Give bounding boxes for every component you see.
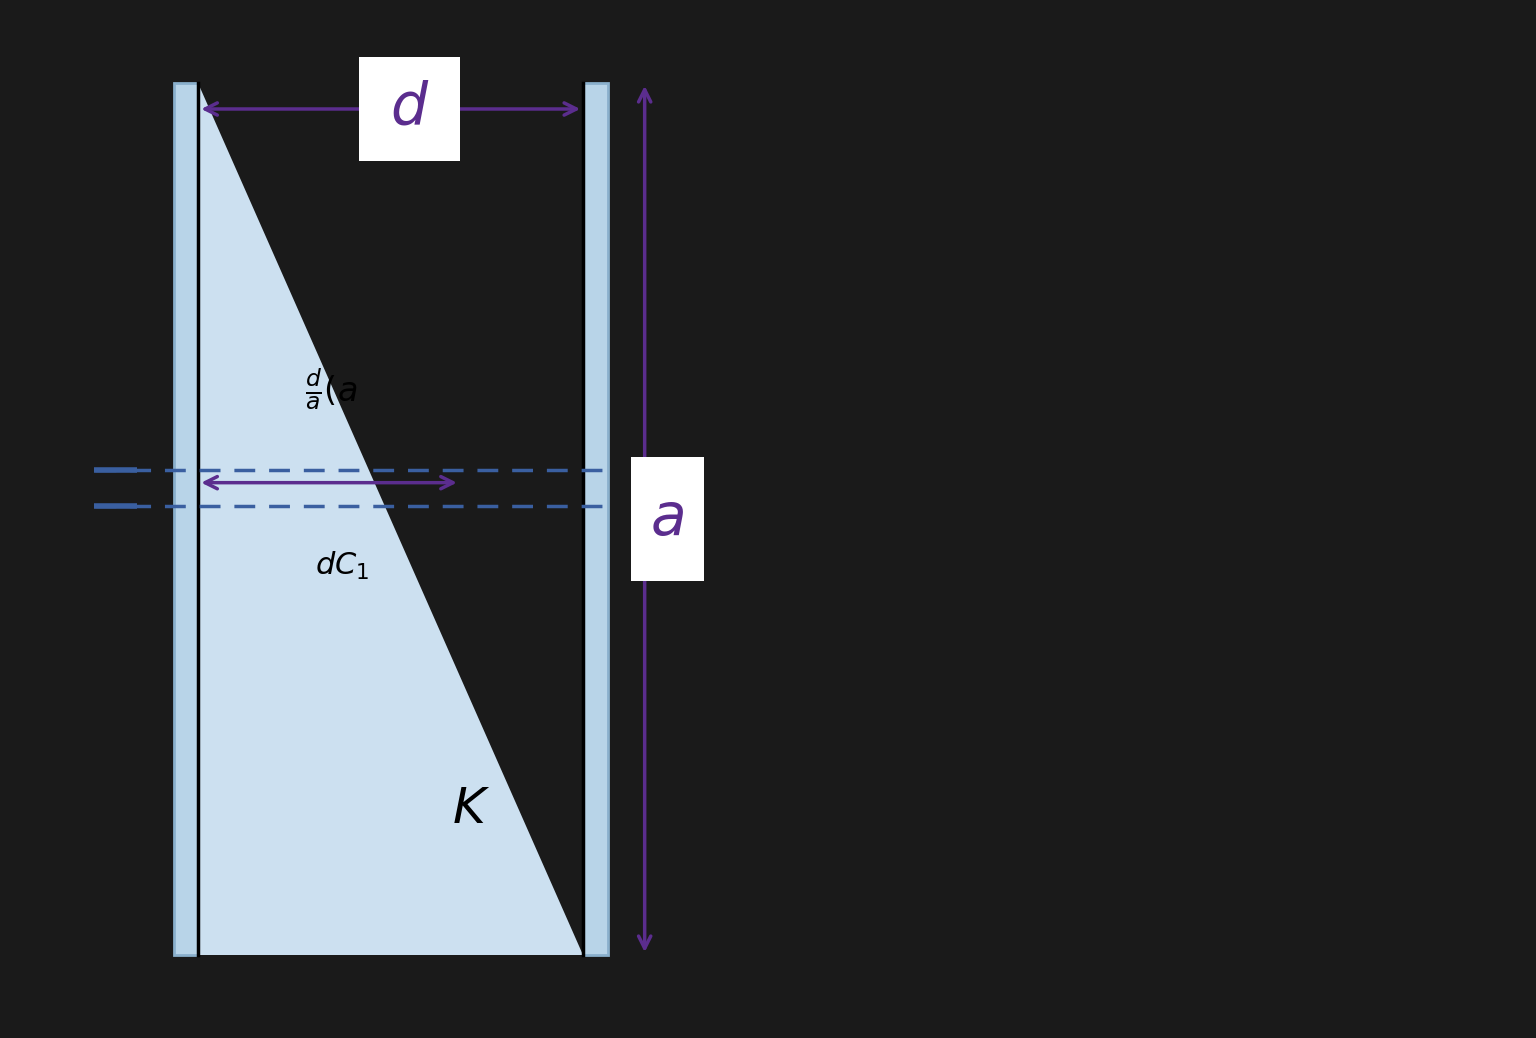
Text: $d$: $d$ [390,81,429,137]
Text: $\frac{d}{a}(a$: $\frac{d}{a}(a$ [304,366,356,412]
Bar [584,83,608,955]
Text: $a$: $a$ [650,491,684,547]
Bar [174,83,198,955]
Text: $dC_1$: $dC_1$ [315,550,369,581]
Polygon shape [198,83,584,955]
Text: $K$: $K$ [452,785,490,835]
Bar [359,57,459,161]
Bar [631,457,703,581]
